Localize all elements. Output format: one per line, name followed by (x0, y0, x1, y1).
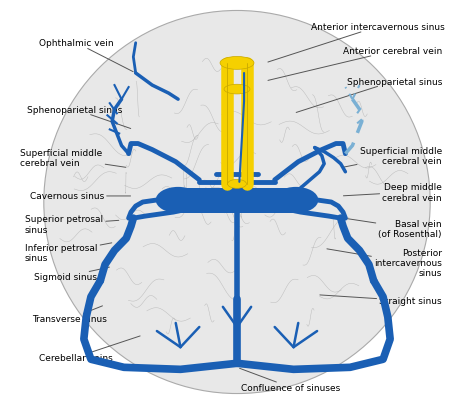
Text: Sigmoid sinus: Sigmoid sinus (35, 267, 109, 281)
Text: Superficial middle
cerebral vein: Superficial middle cerebral vein (20, 149, 126, 168)
Ellipse shape (44, 11, 430, 394)
Text: Basal vein
(of Rosenthal): Basal vein (of Rosenthal) (320, 215, 442, 238)
Text: Anterior cerebral vein: Anterior cerebral vein (268, 47, 442, 81)
Ellipse shape (156, 188, 201, 213)
Text: Sphenoparietal sinus: Sphenoparietal sinus (27, 105, 131, 129)
Text: Ophthalmic vein: Ophthalmic vein (39, 39, 133, 72)
Text: Superior petrosal
sinus: Superior petrosal sinus (25, 215, 119, 234)
Text: Cerebellar veins: Cerebellar veins (39, 336, 140, 362)
Text: Cavernous sinus: Cavernous sinus (30, 192, 130, 201)
Text: Deep middle
cerebral vein: Deep middle cerebral vein (344, 183, 442, 202)
Text: Sphenoparietal sinus: Sphenoparietal sinus (296, 77, 442, 113)
Ellipse shape (228, 180, 246, 189)
Text: Confluence of sinuses: Confluence of sinuses (239, 369, 341, 392)
Text: Posterior
intercavernous
sinus: Posterior intercavernous sinus (327, 248, 442, 278)
Text: Inferior petrosal
sinus: Inferior petrosal sinus (25, 243, 112, 262)
Text: Superficial middle
cerebral vein: Superficial middle cerebral vein (343, 147, 442, 168)
Ellipse shape (273, 188, 318, 213)
Ellipse shape (220, 57, 254, 70)
Text: Anterior intercavernous sinus: Anterior intercavernous sinus (268, 23, 444, 63)
Text: Straight sinus: Straight sinus (320, 295, 442, 305)
Text: Transverse sinus: Transverse sinus (32, 306, 107, 324)
Ellipse shape (224, 85, 250, 95)
